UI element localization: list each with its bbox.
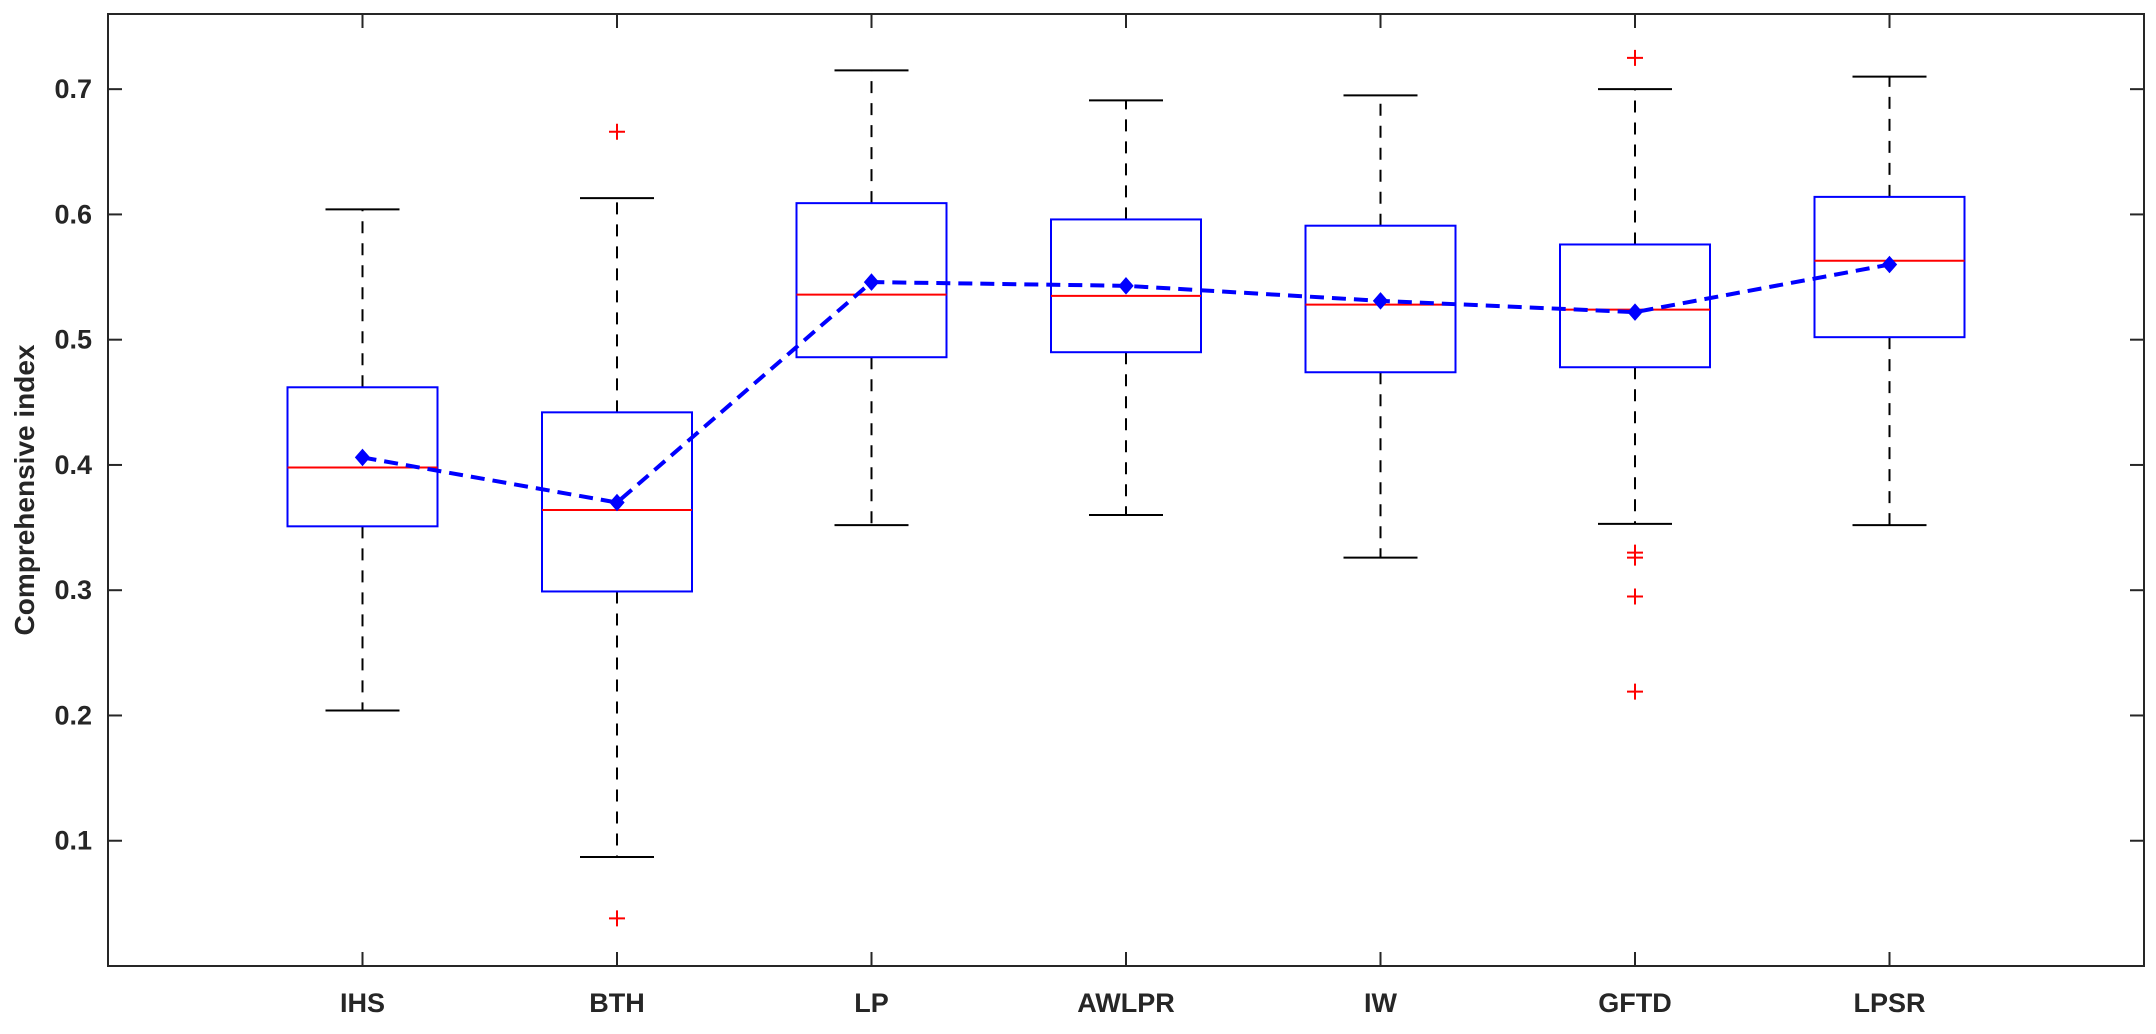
y-axis-label: Comprehensive index <box>9 344 40 635</box>
box-bth <box>541 123 693 927</box>
x-tick-label: BTH <box>589 988 645 1018</box>
box-iqr <box>1304 224 1457 374</box>
box-iqr <box>286 386 439 528</box>
box-iqr <box>1559 243 1711 369</box>
box-iqr <box>541 411 693 593</box>
outlier-marker <box>609 910 625 927</box>
y-tick-label: 0.6 <box>54 199 92 229</box>
mean-marker <box>1118 277 1134 295</box>
mean-marker <box>863 273 880 291</box>
y-axis: 0.1 0.2 0.3 0.4 0.5 0.6 0.7 <box>54 74 2144 856</box>
outlier-marker <box>1627 49 1643 66</box>
outlier-marker <box>609 123 625 140</box>
x-axis: IHS BTH LP AWLPR IW GFTD LPSR <box>340 14 1926 1018</box>
box-iqr <box>795 202 948 359</box>
x-tick-label: IW <box>1364 988 1398 1018</box>
outlier-marker <box>1627 683 1643 700</box>
mean-marker <box>1627 303 1643 321</box>
y-tick-label: 0.1 <box>54 826 92 856</box>
x-tick-label: LP <box>854 988 889 1018</box>
mean-marker <box>354 448 371 467</box>
x-tick-label: IHS <box>340 988 385 1018</box>
boxes <box>286 49 1966 927</box>
x-tick-label: GFTD <box>1598 988 1672 1018</box>
outlier-marker <box>1627 549 1643 566</box>
mean-marker <box>609 493 625 512</box>
y-tick-label: 0.2 <box>54 700 92 730</box>
y-tick-label: 0.5 <box>54 325 92 355</box>
box-lp <box>795 69 948 527</box>
mean-marker <box>1372 292 1389 310</box>
mean-marker <box>1881 255 1898 274</box>
y-tick-label: 0.3 <box>54 575 92 605</box>
box-iqr <box>1813 195 1966 339</box>
x-tick-label: LPSR <box>1853 988 1925 1018</box>
box-awlpr <box>1050 99 1202 517</box>
box-ihs <box>286 208 439 712</box>
y-tick-label: 0.7 <box>54 74 92 104</box>
outlier-marker <box>1627 588 1643 605</box>
x-tick-label: AWLPR <box>1077 988 1175 1018</box>
y-tick-label: 0.4 <box>54 450 92 480</box>
mean-series <box>354 255 1898 512</box>
